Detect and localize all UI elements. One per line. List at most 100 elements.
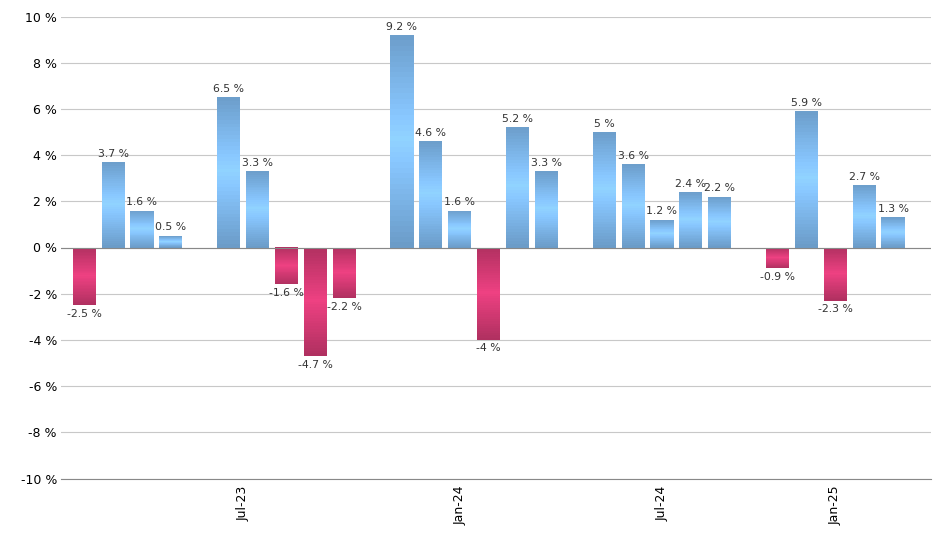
Bar: [621, 229, 645, 231]
Bar: [592, 138, 616, 141]
Bar: [390, 184, 414, 189]
Bar: [506, 130, 529, 134]
Bar: [708, 231, 731, 232]
Bar: [217, 214, 241, 217]
Bar: [823, 295, 847, 296]
Bar: [853, 188, 876, 190]
Bar: [390, 178, 414, 184]
Bar: [680, 217, 702, 218]
Bar: [592, 161, 616, 164]
Bar: [102, 239, 125, 241]
Bar: [304, 299, 327, 302]
Bar: [535, 206, 558, 207]
Bar: [246, 190, 269, 192]
Bar: [853, 208, 876, 210]
Bar: [131, 239, 153, 240]
Bar: [853, 230, 876, 232]
Text: 3.7 %: 3.7 %: [98, 148, 129, 158]
Bar: [419, 181, 443, 184]
Bar: [131, 230, 153, 231]
Bar: [592, 236, 616, 239]
Bar: [650, 245, 673, 246]
Bar: [823, 279, 847, 280]
Bar: [592, 141, 616, 144]
Bar: [592, 184, 616, 187]
Bar: [102, 196, 125, 199]
Bar: [535, 211, 558, 213]
Bar: [650, 233, 673, 234]
Bar: [853, 186, 876, 188]
Bar: [853, 232, 876, 233]
Bar: [333, 284, 355, 285]
Bar: [333, 278, 355, 279]
Bar: [853, 202, 876, 204]
Bar: [102, 183, 125, 185]
Bar: [102, 162, 125, 164]
Bar: [131, 236, 153, 238]
Bar: [246, 217, 269, 219]
Bar: [621, 231, 645, 233]
Bar: [131, 241, 153, 242]
Bar: [102, 241, 125, 243]
Bar: [882, 241, 904, 242]
Bar: [621, 200, 645, 202]
Bar: [217, 176, 241, 180]
Text: -4 %: -4 %: [477, 343, 501, 353]
Bar: [621, 175, 645, 177]
Bar: [274, 275, 298, 276]
Bar: [390, 130, 414, 136]
Bar: [535, 194, 558, 196]
Bar: [795, 186, 818, 190]
Bar: [390, 136, 414, 141]
Bar: [535, 240, 558, 242]
Bar: [131, 238, 153, 239]
Bar: [390, 99, 414, 104]
Bar: [102, 222, 125, 224]
Bar: [478, 328, 500, 331]
Bar: [650, 244, 673, 245]
Bar: [882, 230, 904, 231]
Bar: [506, 157, 529, 161]
Bar: [621, 168, 645, 170]
Bar: [535, 224, 558, 227]
Bar: [680, 228, 702, 229]
Bar: [333, 283, 355, 284]
Bar: [650, 224, 673, 225]
Bar: [72, 287, 96, 288]
Bar: [592, 175, 616, 178]
Bar: [650, 242, 673, 243]
Bar: [621, 243, 645, 245]
Bar: [650, 227, 673, 228]
Bar: [217, 206, 241, 210]
Bar: [650, 228, 673, 229]
Bar: [708, 230, 731, 231]
Bar: [274, 249, 298, 250]
Bar: [882, 227, 904, 228]
Bar: [882, 244, 904, 245]
Bar: [448, 226, 471, 227]
Bar: [535, 190, 558, 192]
Bar: [217, 157, 241, 161]
Text: 1.2 %: 1.2 %: [647, 206, 678, 216]
Bar: [72, 279, 96, 280]
Bar: [448, 216, 471, 217]
Bar: [448, 222, 471, 223]
Bar: [795, 244, 818, 248]
Bar: [131, 234, 153, 235]
Bar: [304, 296, 327, 299]
Bar: [72, 302, 96, 304]
Bar: [448, 212, 471, 213]
Bar: [535, 179, 558, 181]
Bar: [795, 224, 818, 227]
Bar: [72, 288, 96, 289]
Bar: [246, 179, 269, 181]
Bar: [419, 200, 443, 202]
Bar: [853, 243, 876, 244]
Bar: [853, 190, 876, 191]
Bar: [708, 236, 731, 238]
Bar: [274, 280, 298, 282]
Bar: [795, 217, 818, 220]
Bar: [448, 227, 471, 228]
Bar: [708, 234, 731, 235]
Bar: [102, 224, 125, 226]
